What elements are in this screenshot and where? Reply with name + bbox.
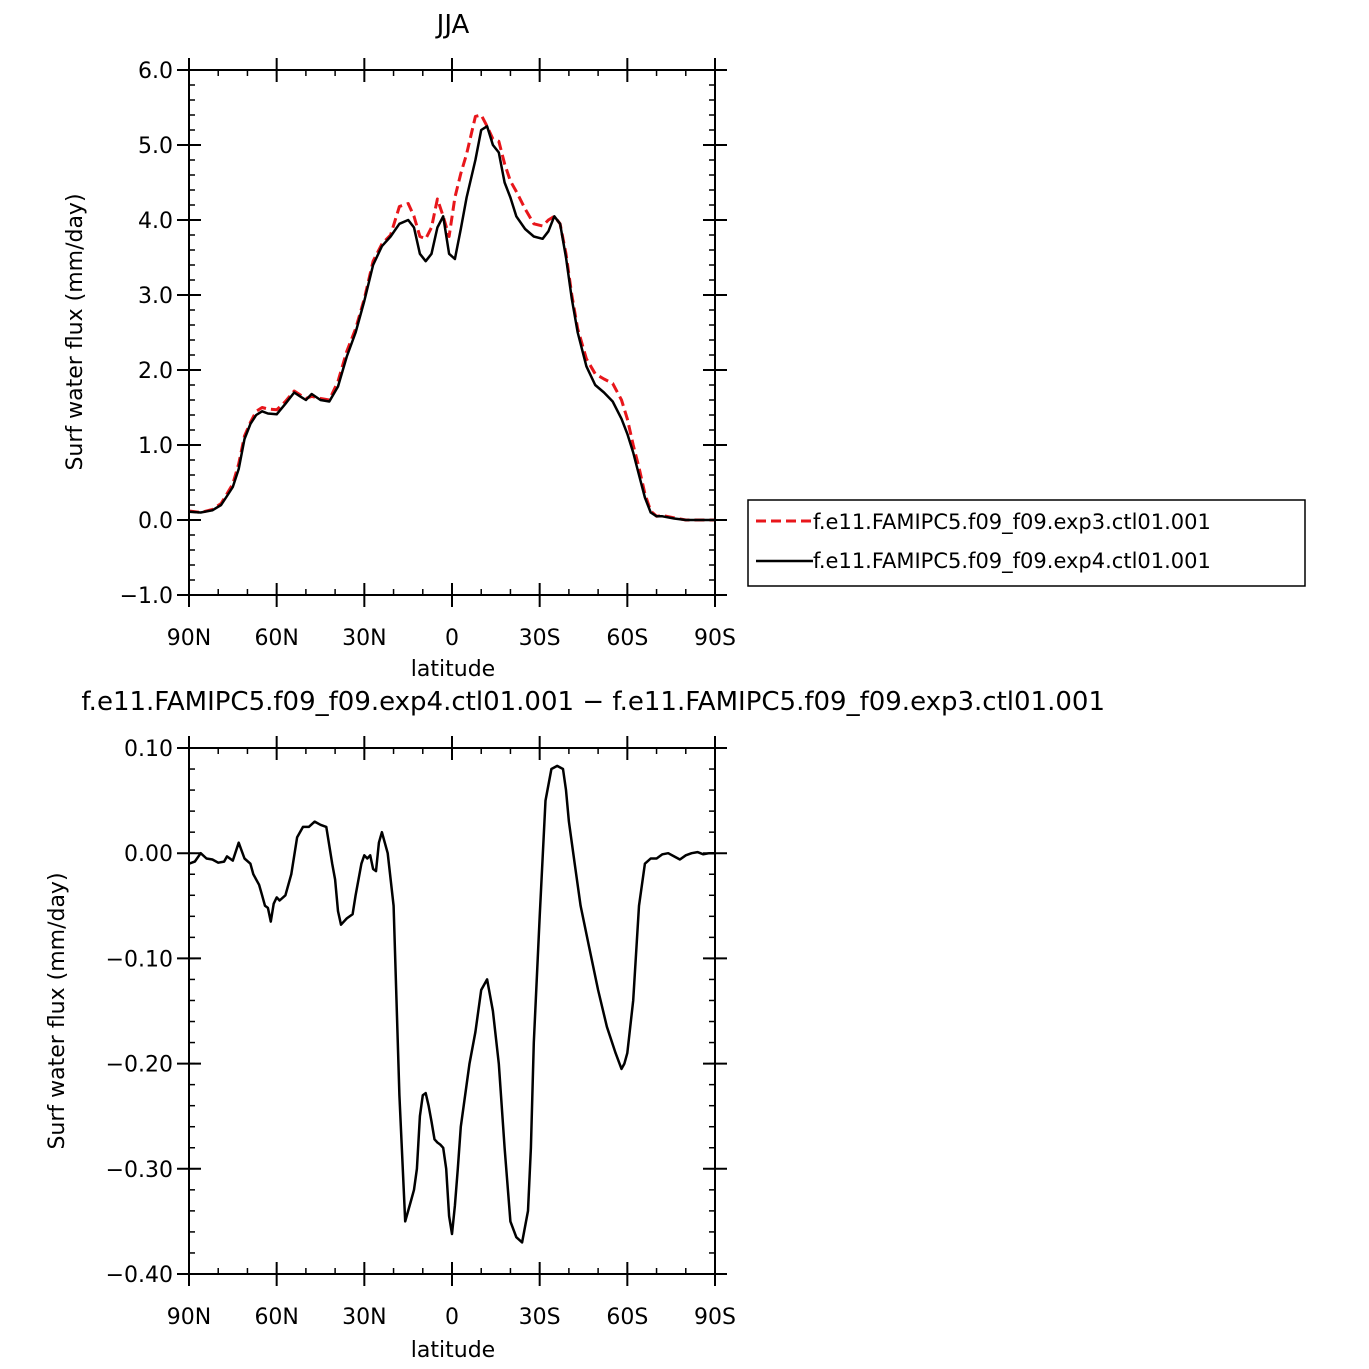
top-y-tick-label: 6.0 bbox=[138, 59, 173, 84]
bottom-y-tick-label: −0.30 bbox=[106, 1158, 173, 1183]
top-y-tick-label: 2.0 bbox=[138, 359, 173, 384]
top-x-tick-label: 30S bbox=[519, 626, 561, 651]
bottom-panel-lines bbox=[188, 764, 715, 1244]
top-x-tick-label: 0 bbox=[445, 626, 459, 651]
bottom-y-tick-label: −0.10 bbox=[106, 947, 173, 972]
bottom-x-tick-label: 60S bbox=[606, 1305, 648, 1330]
top-panel-lines bbox=[188, 113, 715, 522]
bottom-y-axis-label: Surf water flux (mm/day) bbox=[45, 872, 70, 1149]
bottom-x-tick-label: 30S bbox=[519, 1305, 561, 1330]
top-y-tick-label: −1.0 bbox=[120, 584, 173, 609]
top-y-tick-label: 5.0 bbox=[138, 134, 173, 159]
top-panel: JJA −1.0 0.0 1.0 2.0 3.0 4.0 5.0 6.0 90N 60N 30N 0… bbox=[63, 10, 736, 682]
top-series-line-0 bbox=[188, 113, 715, 522]
bottom-x-tick-label: 0 bbox=[445, 1305, 459, 1330]
legend-label-exp3: f.e11.FAMIPC5.f09_f09.exp3.ctl01.001 bbox=[813, 510, 1211, 535]
legend: f.e11.FAMIPC5.f09_f09.exp3.ctl01.001 f.e… bbox=[747, 499, 1306, 587]
top-x-tick-label: 90N bbox=[167, 626, 211, 651]
top-y-tick-label: 4.0 bbox=[138, 209, 173, 234]
top-x-axis-label: latitude bbox=[411, 657, 495, 682]
bottom-y-tick-label: −0.40 bbox=[106, 1263, 173, 1288]
bottom-panel-title: f.e11.FAMIPC5.f09_f09.exp4.ctl01.001 − f… bbox=[81, 687, 1105, 717]
top-x-tick-label: 60N bbox=[254, 626, 298, 651]
bottom-plot-frame bbox=[188, 747, 716, 1275]
top-x-tick-label: 60S bbox=[606, 626, 648, 651]
top-x-tick-label: 90S bbox=[694, 626, 736, 651]
bottom-x-tick-label: 60N bbox=[254, 1305, 298, 1330]
bottom-x-axis: 90N 60N 30N 0 30S 60S 90S bbox=[167, 736, 736, 1330]
bottom-x-tick-label: 30N bbox=[342, 1305, 386, 1330]
bottom-y-tick-label: 0.10 bbox=[124, 737, 173, 762]
top-x-axis: 90N 60N 30N 0 30S 60S 90S bbox=[167, 58, 736, 651]
top-panel-title: JJA bbox=[435, 10, 470, 40]
top-y-tick-label: 0.0 bbox=[138, 509, 173, 534]
top-y-axis: −1.0 0.0 1.0 2.0 3.0 4.0 5.0 6.0 bbox=[120, 59, 727, 609]
bottom-y-tick-label: −0.20 bbox=[106, 1053, 173, 1078]
top-y-tick-label: 1.0 bbox=[138, 434, 173, 459]
top-x-tick-label: 30N bbox=[342, 626, 386, 651]
top-y-axis-label: Surf water flux (mm/day) bbox=[63, 193, 88, 470]
bottom-y-tick-label: 0.00 bbox=[124, 842, 173, 867]
bottom-series-line-0 bbox=[188, 764, 715, 1244]
top-series-line-1 bbox=[188, 125, 715, 522]
bottom-y-axis: −0.40 −0.30 −0.20 −0.10 0.00 0.10 bbox=[106, 737, 727, 1288]
legend-label-exp4: f.e11.FAMIPC5.f09_f09.exp4.ctl01.001 bbox=[813, 549, 1211, 574]
bottom-x-tick-label: 90S bbox=[694, 1305, 736, 1330]
legend-box bbox=[747, 499, 1306, 587]
top-plot-frame bbox=[188, 69, 716, 596]
bottom-x-tick-label: 90N bbox=[167, 1305, 211, 1330]
bottom-panel: f.e11.FAMIPC5.f09_f09.exp4.ctl01.001 − f… bbox=[45, 687, 1105, 1363]
bottom-x-axis-label: latitude bbox=[411, 1338, 495, 1363]
top-y-tick-label: 3.0 bbox=[138, 284, 173, 309]
